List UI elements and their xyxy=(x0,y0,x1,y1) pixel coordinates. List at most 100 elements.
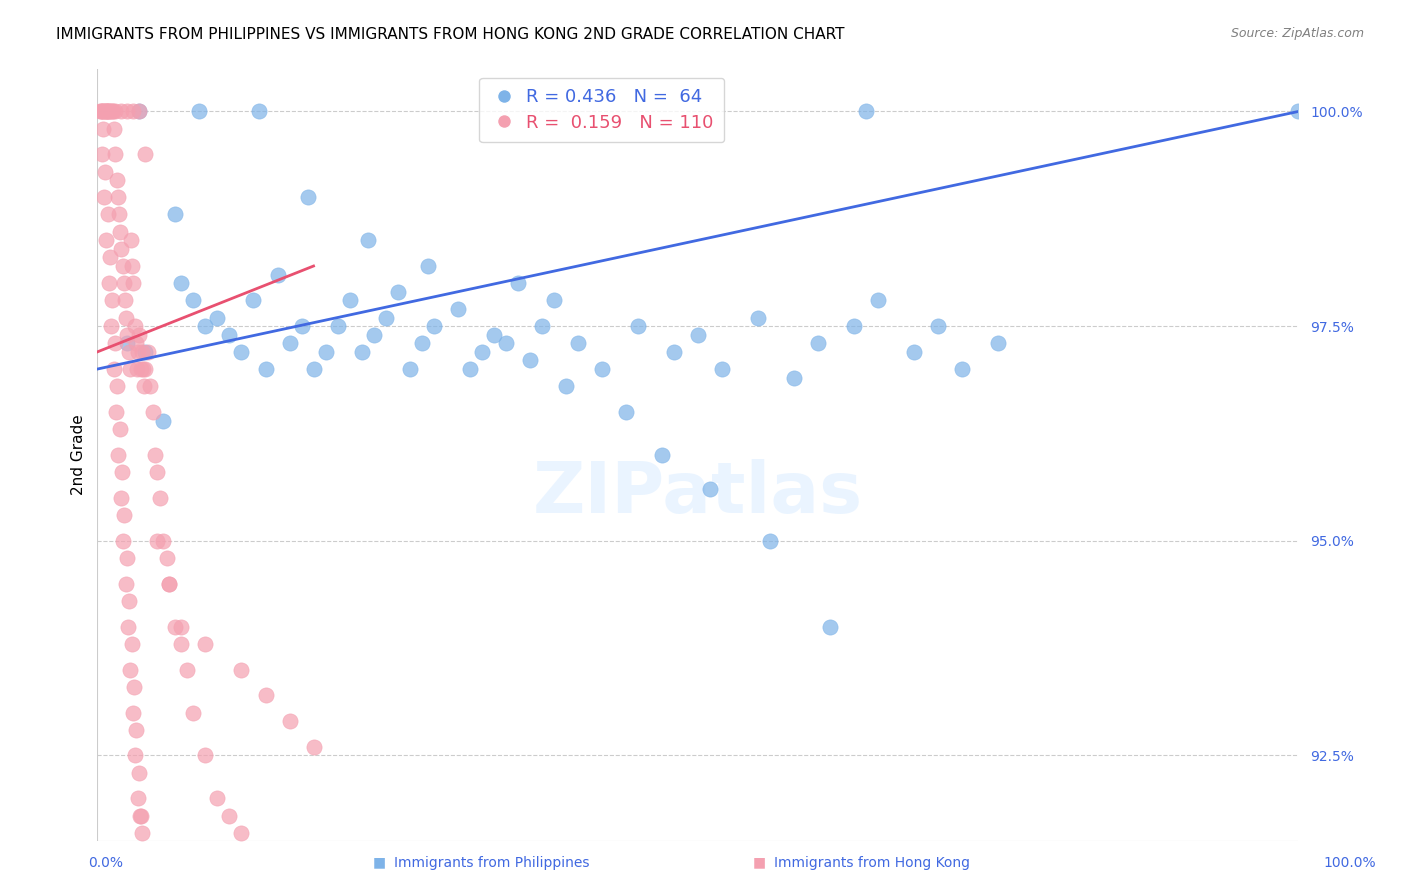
Point xyxy=(128,104,150,119)
Point xyxy=(398,362,420,376)
Point xyxy=(94,104,117,119)
Point xyxy=(125,723,148,737)
Point xyxy=(231,344,253,359)
Point xyxy=(93,104,115,119)
Point xyxy=(254,689,277,703)
Point xyxy=(129,808,152,822)
Point xyxy=(278,714,301,728)
Point xyxy=(98,104,121,119)
Point xyxy=(987,336,1010,351)
Point xyxy=(411,336,433,351)
Point xyxy=(482,327,505,342)
Point xyxy=(98,251,121,265)
Legend: R = 0.436   N =  64, R =  0.159   N = 110: R = 0.436 N = 64, R = 0.159 N = 110 xyxy=(479,78,724,143)
Point xyxy=(103,121,125,136)
Point xyxy=(114,576,136,591)
Point xyxy=(339,293,361,308)
Point xyxy=(104,147,127,161)
Point xyxy=(125,362,148,376)
Point xyxy=(422,319,444,334)
Point xyxy=(278,336,301,351)
Point xyxy=(129,808,152,822)
Point xyxy=(128,765,150,780)
Point xyxy=(124,319,146,334)
Point xyxy=(471,344,494,359)
Point xyxy=(134,344,156,359)
Point xyxy=(124,748,146,763)
Text: 100.0%: 100.0% xyxy=(1323,855,1376,870)
Point xyxy=(567,336,589,351)
Y-axis label: 2nd Grade: 2nd Grade xyxy=(72,415,86,495)
Point xyxy=(759,533,782,548)
Point xyxy=(686,327,709,342)
Point xyxy=(188,104,211,119)
Point xyxy=(107,448,129,462)
Point xyxy=(170,620,193,634)
Point xyxy=(93,190,115,204)
Point xyxy=(103,362,125,376)
Point xyxy=(108,207,131,221)
Point xyxy=(242,843,264,857)
Point xyxy=(139,379,162,393)
Point xyxy=(132,362,155,376)
Point xyxy=(118,362,141,376)
Point xyxy=(110,104,132,119)
Point xyxy=(105,379,128,393)
Point xyxy=(530,319,553,334)
Point xyxy=(97,276,120,290)
Point xyxy=(458,362,481,376)
Point xyxy=(747,310,769,325)
Point xyxy=(111,465,134,479)
Point xyxy=(231,826,253,840)
Point xyxy=(699,483,721,497)
Point xyxy=(96,104,118,119)
Point xyxy=(121,637,143,651)
Point xyxy=(495,336,517,351)
Point xyxy=(134,379,156,393)
Point xyxy=(152,533,174,548)
Point xyxy=(94,164,117,178)
Point xyxy=(118,594,141,608)
Point xyxy=(242,293,264,308)
Point xyxy=(1288,104,1310,119)
Point xyxy=(108,422,131,436)
Point xyxy=(842,319,865,334)
Point xyxy=(129,362,152,376)
Point xyxy=(112,533,135,548)
Point xyxy=(176,663,198,677)
Point xyxy=(122,680,145,694)
Point xyxy=(131,344,153,359)
Point xyxy=(104,104,127,119)
Point xyxy=(108,225,131,239)
Text: ■: ■ xyxy=(752,855,766,870)
Point xyxy=(254,860,277,874)
Point xyxy=(651,448,673,462)
Point xyxy=(297,190,319,204)
Point xyxy=(231,663,253,677)
Text: Source: ZipAtlas.com: Source: ZipAtlas.com xyxy=(1230,27,1364,40)
Point xyxy=(194,319,217,334)
Point xyxy=(146,465,169,479)
Point xyxy=(855,104,877,119)
Point xyxy=(662,344,685,359)
Point xyxy=(128,104,150,119)
Point xyxy=(614,405,637,419)
Point xyxy=(157,576,180,591)
Point xyxy=(134,147,156,161)
Point xyxy=(136,344,159,359)
Point xyxy=(447,301,470,316)
Point xyxy=(107,190,129,204)
Point xyxy=(117,620,139,634)
Point xyxy=(807,336,830,351)
Point xyxy=(89,104,111,119)
Point xyxy=(927,319,949,334)
Point xyxy=(131,826,153,840)
Point xyxy=(93,104,115,119)
Point xyxy=(170,637,193,651)
Point xyxy=(302,362,325,376)
Point xyxy=(110,491,132,505)
Point xyxy=(165,207,187,221)
Point xyxy=(122,104,145,119)
Point xyxy=(110,242,132,256)
Point xyxy=(120,663,142,677)
